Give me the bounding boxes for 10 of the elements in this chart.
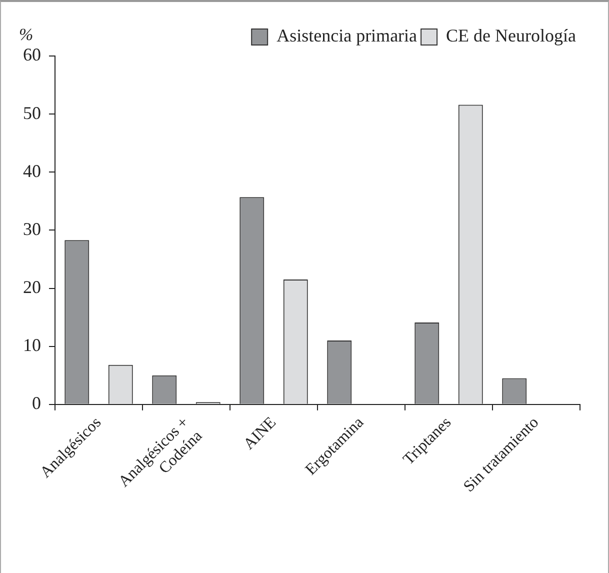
y-tick-label: 40 [23,160,41,181]
y-tick-label: 30 [23,218,41,239]
y-tick-label: 20 [23,277,41,298]
y-tick-label: 0 [32,393,41,414]
legend-label: CE de Neurología [446,26,576,46]
y-tick-label: 50 [23,102,41,123]
y-axis-title: % [19,24,34,44]
y-tick-label: 10 [23,335,41,356]
legend-label: Asistencia primaria [276,26,418,46]
y-tick-label: 60 [23,44,41,65]
